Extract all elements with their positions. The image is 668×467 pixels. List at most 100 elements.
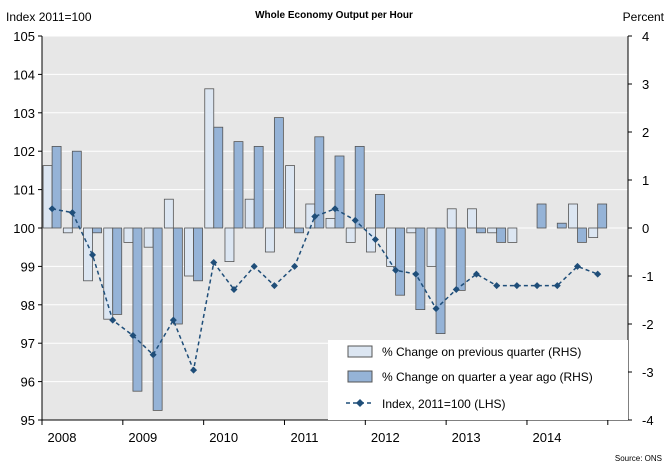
bar-prev-quarter xyxy=(467,208,477,229)
bar-year-ago xyxy=(354,145,365,229)
left-tick-label: 95 xyxy=(21,413,35,428)
legend-swatch-prev-quarter xyxy=(347,345,373,358)
x-tick-label: 2010 xyxy=(209,430,238,445)
bar-prev-quarter xyxy=(264,227,275,253)
index-point xyxy=(452,285,460,293)
bars xyxy=(42,88,608,411)
legend-label-prev-quarter: % Change on previous quarter (RHS) xyxy=(382,345,581,359)
bar-prev-quarter xyxy=(325,217,336,229)
chart-title: Whole Economy Output per Hour xyxy=(255,10,413,21)
right-axis-label: Percent xyxy=(623,10,665,24)
x-tick-label: 2014 xyxy=(533,430,562,445)
bar-year-ago xyxy=(233,141,244,229)
x-tick-label: 2012 xyxy=(371,430,400,445)
bar-prev-quarter xyxy=(345,227,356,243)
bar-year-ago xyxy=(375,193,385,229)
index-point xyxy=(68,209,76,217)
bar-year-ago xyxy=(193,227,203,282)
right-tick-label: -4 xyxy=(642,413,654,428)
left-tick-label: 99 xyxy=(21,259,35,274)
index-point xyxy=(331,205,339,213)
index-point xyxy=(472,270,480,278)
legend-swatch-year-ago xyxy=(347,370,373,383)
left-tick-label: 101 xyxy=(13,183,35,198)
bar-year-ago xyxy=(334,155,345,229)
bar-year-ago xyxy=(132,227,143,392)
bar-prev-quarter xyxy=(163,198,174,229)
index-point xyxy=(432,305,440,313)
legend: % Change on previous quarter (RHS) % Cha… xyxy=(328,340,628,420)
bar-year-ago xyxy=(172,227,183,325)
left-tick-label: 105 xyxy=(13,29,35,44)
bar-year-ago xyxy=(556,222,567,229)
bar-prev-quarter xyxy=(386,227,397,267)
x-tick-label: 2009 xyxy=(128,430,157,445)
index-point xyxy=(371,236,379,244)
index-point xyxy=(250,262,258,270)
index-series-line xyxy=(51,207,598,373)
index-point xyxy=(149,351,157,359)
bar-year-ago xyxy=(92,227,102,234)
bar-year-ago xyxy=(577,227,587,243)
bar-prev-quarter xyxy=(588,227,599,239)
bar-year-ago xyxy=(273,117,284,229)
right-tick-label: -1 xyxy=(642,269,654,284)
bar-year-ago xyxy=(496,227,507,243)
bar-year-ago xyxy=(597,203,608,229)
bar-year-ago xyxy=(476,227,486,234)
axes: 95 96 97 98 99 100 101 102 103 104 105 -4 -3 -2 -1 0 1 2 3… xyxy=(13,29,653,445)
index-point xyxy=(351,216,359,224)
right-tick-label: 0 xyxy=(642,221,649,236)
bar-year-ago xyxy=(536,203,547,229)
bar-prev-quarter xyxy=(446,208,457,229)
right-tick-label: 3 xyxy=(642,77,649,92)
index-point xyxy=(129,332,137,340)
left-tick-label: 100 xyxy=(13,221,35,236)
bar-year-ago xyxy=(435,227,446,334)
bar-prev-quarter xyxy=(184,227,194,277)
bar-year-ago xyxy=(152,227,163,411)
bar-year-ago xyxy=(314,136,325,229)
index-point xyxy=(533,282,541,290)
index-point xyxy=(392,266,400,274)
index-point xyxy=(311,212,319,220)
left-tick-label: 102 xyxy=(13,144,35,159)
x-tick-label: 2011 xyxy=(290,430,318,445)
bar-prev-quarter xyxy=(204,88,215,229)
index-line xyxy=(48,205,602,374)
legend-label-index: Index, 2011=100 (LHS) xyxy=(382,397,506,411)
index-point xyxy=(412,270,420,278)
bar-prev-quarter xyxy=(143,227,154,248)
index-point xyxy=(493,282,501,290)
bar-year-ago xyxy=(253,145,264,229)
left-tick-label: 96 xyxy=(21,375,35,390)
bar-year-ago xyxy=(455,227,466,291)
legend-marker-index xyxy=(356,399,364,407)
right-tick-label: 1 xyxy=(642,173,649,188)
right-tick-label: -2 xyxy=(642,317,654,332)
index-point xyxy=(513,282,521,290)
bar-prev-quarter xyxy=(244,198,255,229)
bar-year-ago xyxy=(51,145,62,229)
left-tick-label: 103 xyxy=(13,106,35,121)
index-point xyxy=(109,316,117,324)
left-axis-label: Index 2011=100 xyxy=(6,10,92,24)
index-point xyxy=(210,259,218,267)
bar-year-ago xyxy=(294,227,304,234)
bar-prev-quarter xyxy=(568,203,578,229)
index-point xyxy=(190,366,198,374)
bar-year-ago xyxy=(415,227,426,310)
bar-prev-quarter xyxy=(406,227,417,234)
legend-box xyxy=(328,340,628,420)
x-tick-label: 2013 xyxy=(452,430,481,445)
index-point xyxy=(291,262,299,270)
index-point xyxy=(573,262,581,270)
right-tick-label: 4 xyxy=(642,29,649,44)
bar-year-ago xyxy=(213,126,224,229)
bar-year-ago xyxy=(71,150,82,229)
index-point xyxy=(230,285,238,293)
bar-prev-quarter xyxy=(507,227,518,243)
bar-prev-quarter xyxy=(285,165,295,229)
